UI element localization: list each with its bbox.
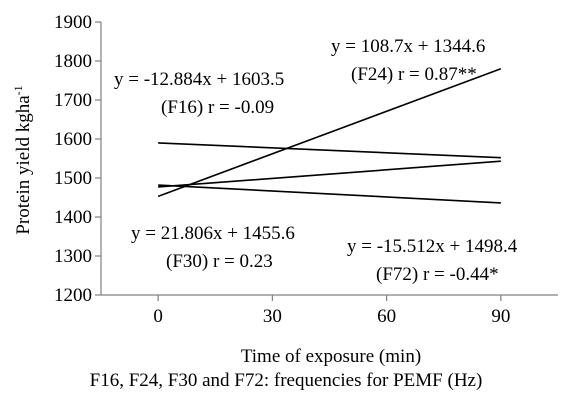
annotation-f24-equation: y = 108.7x + 1344.6 [331,36,485,57]
y-tick-label: 1800 [54,51,92,72]
y-axis-title: Protein yield kgha-1 [11,85,34,234]
x-tick-label: 0 [153,306,163,327]
series-lines [157,68,502,204]
series-line-f16 [158,142,501,159]
annotation-f24-stats: (F24) r = 0.87** [351,64,477,85]
annotation-f72-stats: (F72) r = -0.44* [376,264,499,285]
y-axis-title-superscript: -1 [11,85,25,95]
axes [100,22,558,296]
annotation-f30-equation: y = 21.806x + 1455.6 [131,223,295,244]
x-tick-label: 90 [491,306,510,327]
y-tick-label: 1500 [54,168,92,189]
y-tick-label: 1400 [54,207,92,228]
series-line-f72 [158,184,501,204]
y-axis-ticks: 1200 1300 1400 1500 1600 1700 1800 1900 [54,12,101,306]
y-tick-label: 1300 [54,246,92,267]
x-axis-title: Time of exposure (min) [241,346,421,367]
x-axis-ticks: 0 30 60 90 [153,295,510,327]
annotation-f72-equation: y = -15.512x + 1498.4 [347,236,518,257]
figure-caption: F16, F24, F30 and F72: frequencies for P… [90,370,483,391]
y-tick-label: 1600 [54,129,92,150]
annotation-f16-stats: (F16) r = -0.09 [161,97,274,118]
y-tick-label: 1900 [54,12,92,33]
y-tick-label: 1200 [54,285,92,306]
annotation-f30-stats: (F30) r = 0.23 [166,251,273,272]
x-tick-label: 60 [377,306,396,327]
series-line-f24 [157,68,502,198]
y-axis-title-main: Protein yield kgha [13,95,34,235]
y-tick-label: 1700 [54,90,92,111]
x-tick-label: 30 [263,306,282,327]
series-line-f30 [158,160,501,188]
annotation-f16-equation: y = -12.884x + 1603.5 [114,69,284,90]
